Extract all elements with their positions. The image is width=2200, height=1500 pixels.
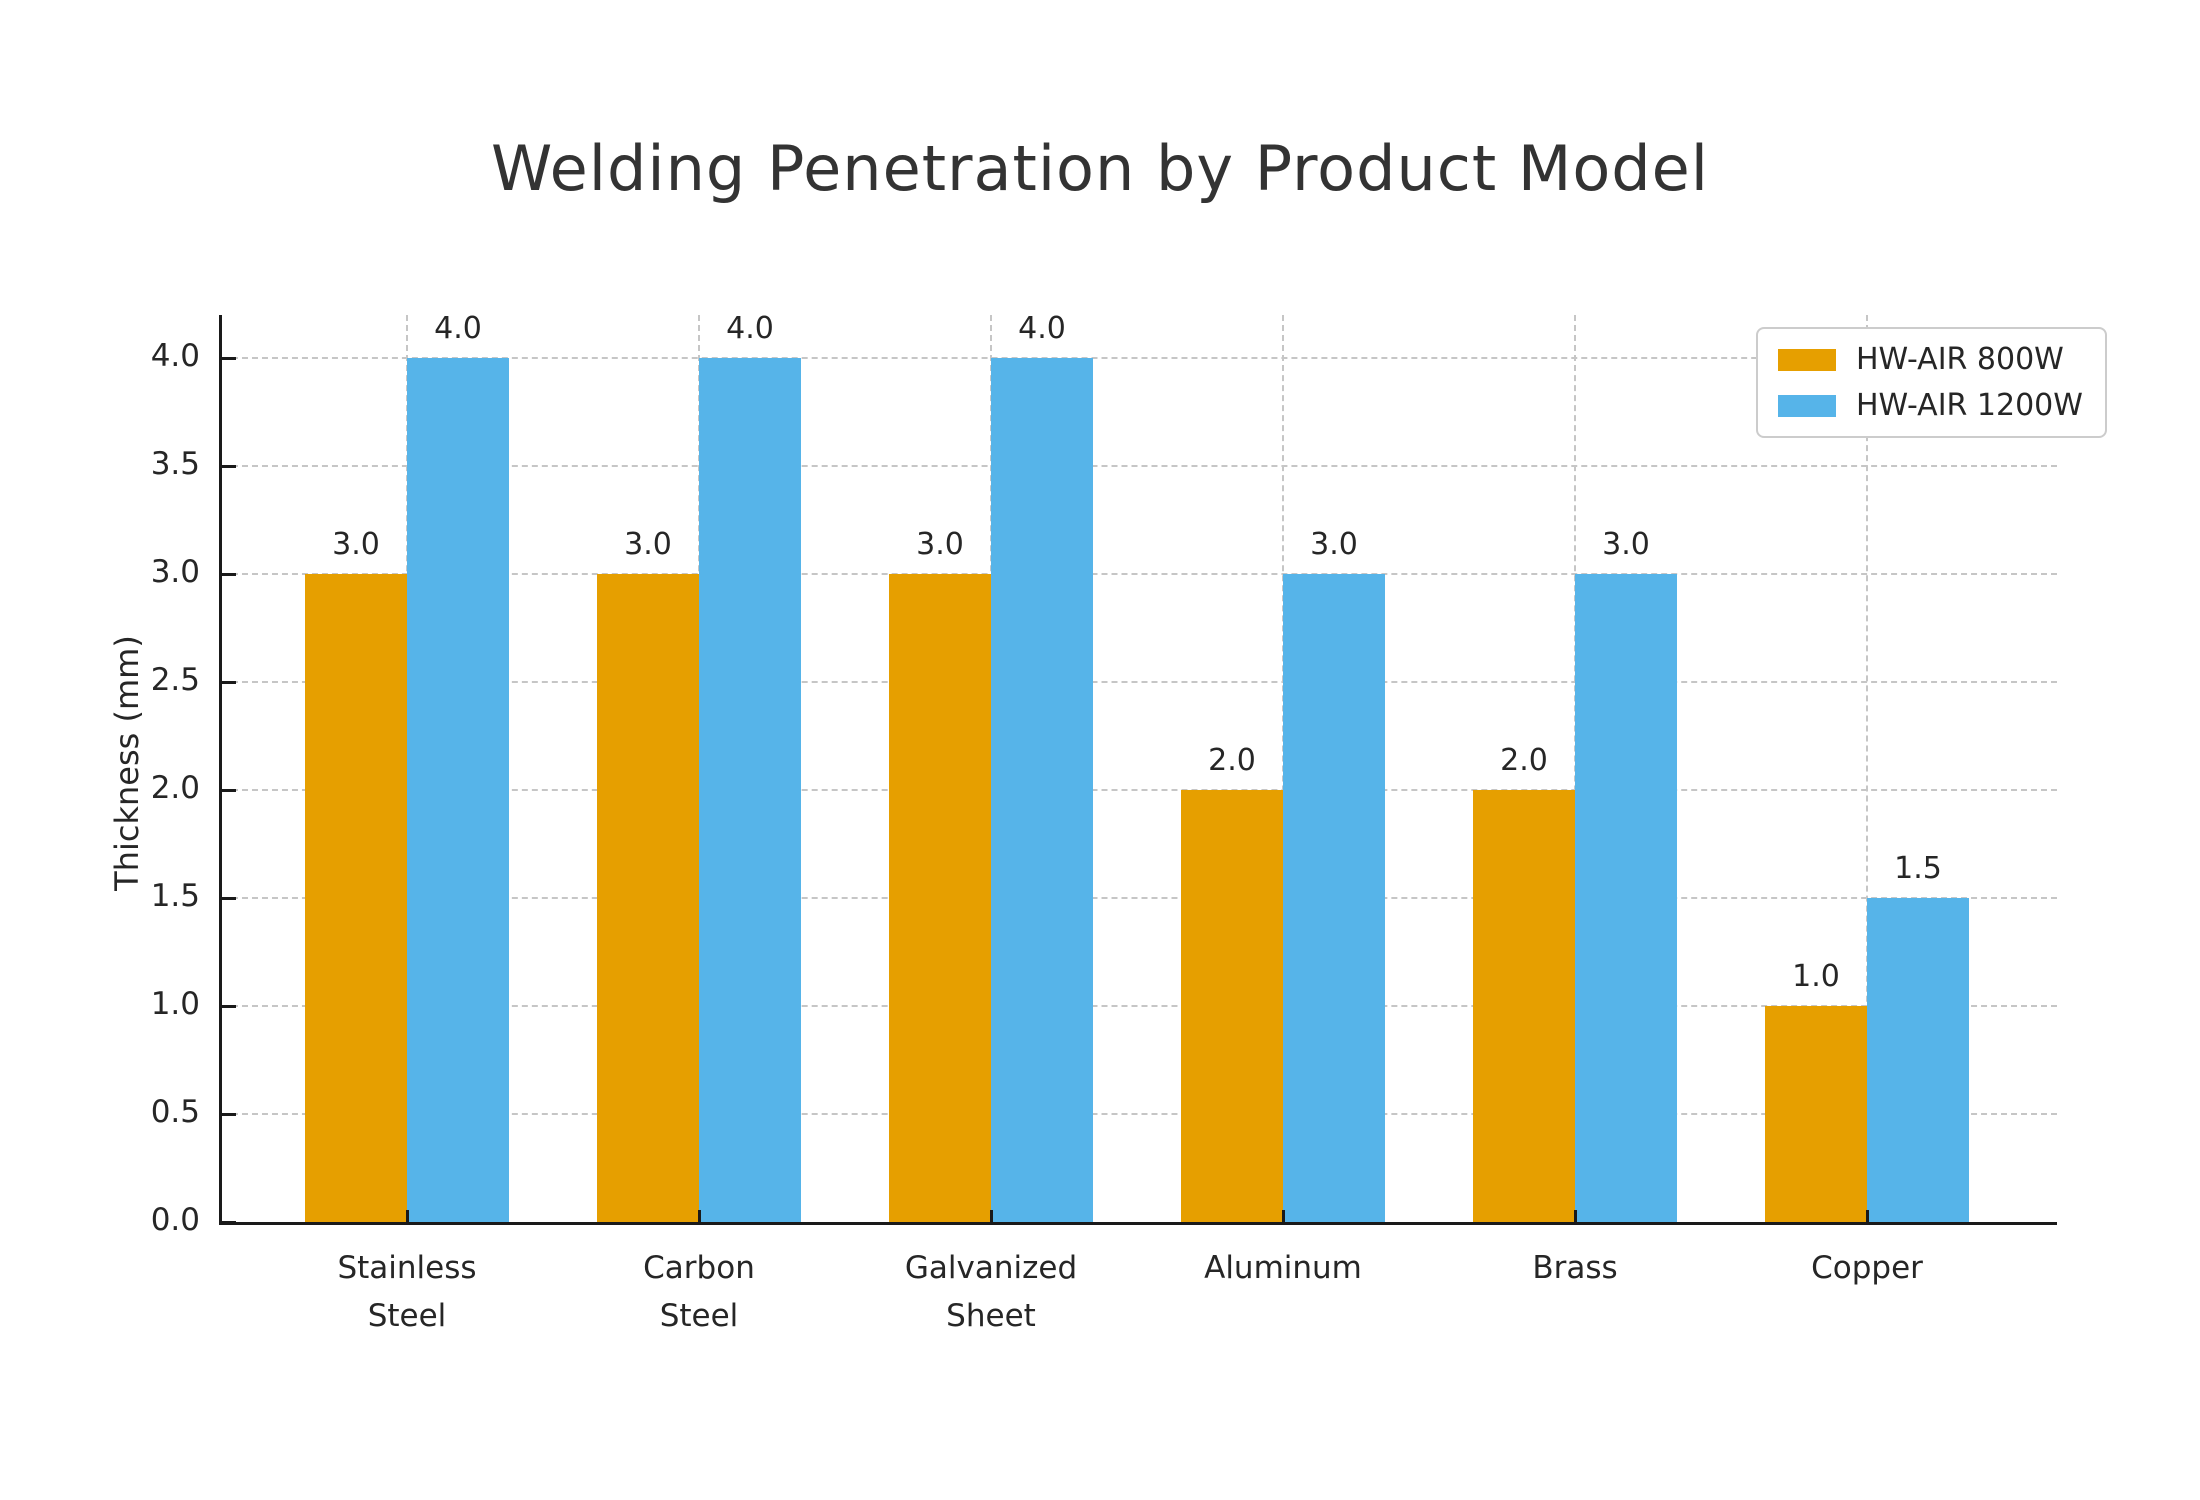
bar-hw-air-800w-stainless-steel — [305, 574, 407, 1222]
bar-hw-air-800w-carbon-steel — [597, 574, 699, 1222]
y-tick-0.0 — [222, 1220, 236, 1224]
x-tick-galvanized-sheet — [989, 1210, 993, 1222]
y-tick-2.0 — [222, 788, 236, 792]
bar-value-hw-air-1200w-carbon-steel: 4.0 — [726, 311, 774, 347]
gridline-h-3.0 — [222, 573, 2057, 576]
gridline-h-0.5 — [222, 1113, 2057, 1116]
bar-hw-air-1200w-carbon-steel — [699, 358, 801, 1222]
bar-value-hw-air-1200w-aluminum: 3.0 — [1310, 527, 1358, 563]
gridline-h-3.5 — [222, 465, 2057, 468]
x-tick-stainless-steel — [405, 1210, 409, 1222]
legend-label-hw-air-1200w: HW-AIR 1200W — [1856, 388, 2083, 423]
gridline-h-4.0 — [222, 357, 2057, 360]
gridline-h-1.5 — [222, 897, 2057, 900]
legend: HW-AIR 800W HW-AIR 1200W — [1756, 327, 2107, 438]
x-tick-label-carbon-steel: Carbon Steel — [643, 1250, 755, 1335]
y-tick-label-0.5: 0.5 — [150, 1094, 200, 1131]
legend-item-hw-air-1200w: HW-AIR 1200W — [1778, 388, 2083, 423]
bar-value-hw-air-800w-copper: 1.0 — [1792, 959, 1840, 995]
x-tick-label-aluminum: Aluminum — [1204, 1250, 1362, 1286]
y-tick-label-3.5: 3.5 — [150, 446, 200, 483]
x-tick-aluminum — [1281, 1210, 1285, 1222]
gridline-h-2.5 — [222, 681, 2057, 684]
y-tick-0.5 — [222, 1112, 236, 1116]
x-tick-carbon-steel — [697, 1210, 701, 1222]
y-tick-label-1.0: 1.0 — [150, 986, 200, 1023]
x-axis-spine — [219, 1222, 2057, 1225]
bar-value-hw-air-800w-carbon-steel: 3.0 — [624, 527, 672, 563]
bar-hw-air-800w-galvanized-sheet — [889, 574, 991, 1222]
x-tick-label-galvanized-sheet: Galvanized Sheet — [904, 1250, 1078, 1335]
y-tick-1.5 — [222, 896, 236, 900]
x-tick-brass — [1573, 1210, 1577, 1222]
gridline-h-2.0 — [222, 789, 2057, 792]
gridline-v-copper — [1866, 315, 1868, 1222]
gridline-h-1.0 — [222, 1005, 2057, 1008]
bar-value-hw-air-800w-galvanized-sheet: 3.0 — [916, 527, 964, 563]
bar-hw-air-1200w-stainless-steel — [407, 358, 509, 1222]
y-tick-label-4.0: 4.0 — [150, 338, 200, 375]
bar-value-hw-air-1200w-galvanized-sheet: 4.0 — [1018, 311, 1066, 347]
legend-swatch-hw-air-1200w — [1778, 394, 1836, 417]
y-tick-label-2.0: 2.0 — [150, 770, 200, 807]
y-tick-3.0 — [222, 572, 236, 576]
bar-value-hw-air-1200w-copper: 1.5 — [1894, 851, 1942, 887]
y-tick-label-0.0: 0.0 — [150, 1202, 200, 1238]
bar-hw-air-800w-aluminum — [1181, 790, 1283, 1222]
y-tick-label-2.5: 2.5 — [150, 662, 200, 699]
legend-swatch-hw-air-800w — [1778, 348, 1836, 371]
bar-value-hw-air-800w-brass: 2.0 — [1500, 743, 1548, 779]
y-tick-1.0 — [222, 1004, 236, 1008]
bar-value-hw-air-1200w-stainless-steel: 4.0 — [434, 311, 482, 347]
bar-value-hw-air-800w-aluminum: 2.0 — [1208, 743, 1256, 779]
bar-hw-air-1200w-copper — [1867, 898, 1969, 1222]
legend-label-hw-air-800w: HW-AIR 800W — [1856, 342, 2064, 377]
bar-value-hw-air-1200w-brass: 3.0 — [1602, 527, 1650, 563]
y-tick-3.5 — [222, 464, 236, 468]
y-tick-2.5 — [222, 680, 236, 684]
bar-hw-air-1200w-galvanized-sheet — [991, 358, 1093, 1222]
x-tick-label-copper: Copper — [1811, 1250, 1923, 1286]
y-tick-label-1.5: 1.5 — [150, 878, 200, 915]
bar-hw-air-800w-copper — [1765, 1006, 1867, 1222]
x-tick-copper — [1865, 1210, 1869, 1222]
y-tick-label-3.0: 3.0 — [150, 554, 200, 591]
bar-value-hw-air-800w-stainless-steel: 3.0 — [332, 527, 380, 563]
bar-hw-air-1200w-aluminum — [1283, 574, 1385, 1222]
y-tick-4.0 — [222, 356, 236, 360]
x-tick-label-brass: Brass — [1532, 1250, 1618, 1286]
bar-hw-air-1200w-brass — [1575, 574, 1677, 1222]
y-axis-spine — [219, 315, 222, 1225]
chart-title: Welding Penetration by Product Model — [490, 132, 1710, 205]
bar-hw-air-800w-brass — [1473, 790, 1575, 1222]
x-tick-label-stainless-steel: Stainless Steel — [337, 1250, 477, 1335]
legend-item-hw-air-800w: HW-AIR 800W — [1778, 342, 2083, 377]
